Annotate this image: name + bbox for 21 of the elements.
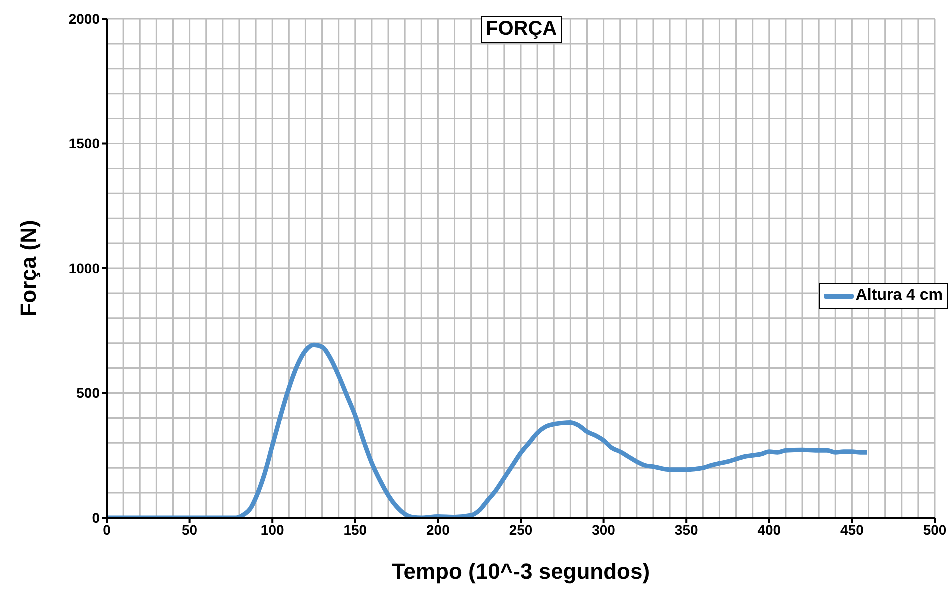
x-tick-label: 250 xyxy=(509,522,533,538)
y-tick-label: 500 xyxy=(76,385,100,402)
x-tick-label: 300 xyxy=(592,522,616,538)
x-tick-label: 450 xyxy=(840,522,864,538)
y-tick-label: 1500 xyxy=(68,136,100,152)
x-axis-title: Tempo (10^-3 segundos) xyxy=(392,559,650,584)
x-tick-label: 150 xyxy=(344,522,368,538)
legend-label: Altura 4 cm xyxy=(856,287,943,305)
y-axis-title: Força (N) xyxy=(16,220,41,317)
x-tick-label: 350 xyxy=(674,522,698,538)
y-tick-label: 1000 xyxy=(68,260,100,276)
x-tick-label: 100 xyxy=(260,522,284,538)
x-tick-label: 0 xyxy=(103,522,112,538)
y-tick-label: 2000 xyxy=(68,10,100,27)
x-tick-label: 200 xyxy=(426,522,450,538)
line-series xyxy=(107,342,870,518)
chart-title: FORÇA xyxy=(481,16,562,43)
x-tick-label: 400 xyxy=(758,522,782,538)
x-tick-label: 500 xyxy=(923,522,947,538)
y-tick-label: 0 xyxy=(92,510,100,526)
x-tick-label: 50 xyxy=(182,522,198,538)
